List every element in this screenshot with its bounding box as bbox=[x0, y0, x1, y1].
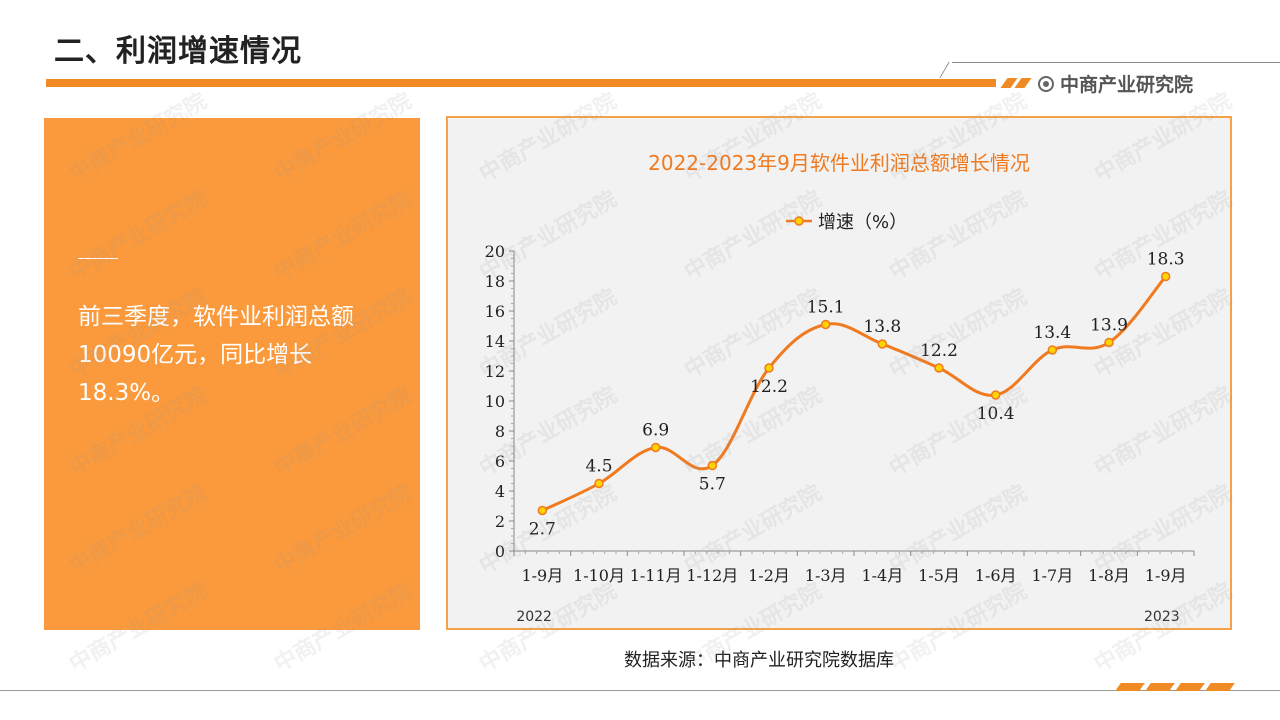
data-label: 13.4 bbox=[1033, 323, 1071, 343]
y-tick-label: 20 bbox=[485, 242, 505, 261]
footer-divider bbox=[0, 690, 1280, 691]
x-tick-label: 1-12月 bbox=[686, 566, 738, 585]
y-tick-label: 8 bbox=[495, 422, 505, 441]
data-point bbox=[1160, 271, 1171, 282]
chart-frame: 2022-2023年9月软件业利润总额增长情况增速（%） 0 2 4 6 8 10 12 14 1… bbox=[446, 116, 1232, 630]
data-label: 10.4 bbox=[977, 404, 1015, 424]
y-tick-label: 16 bbox=[485, 302, 505, 321]
data-point bbox=[820, 319, 831, 330]
year-label-end: 2023 bbox=[1144, 609, 1180, 625]
y-tick-label: 12 bbox=[485, 362, 505, 381]
y-tick-label: 18 bbox=[485, 272, 505, 291]
year-label-start: 2022 bbox=[516, 609, 552, 625]
data-label: 12.2 bbox=[750, 377, 788, 397]
page-title: 二、利润增速情况 bbox=[54, 34, 302, 69]
data-point bbox=[934, 363, 944, 373]
y-tick-label: 14 bbox=[485, 332, 505, 351]
legend-label: 增速（%） bbox=[818, 212, 907, 233]
x-tick-label: 1-9月 bbox=[1145, 566, 1187, 585]
data-label: 5.7 bbox=[699, 475, 726, 495]
x-tick-label: 1-4月 bbox=[861, 566, 903, 585]
data-label: 13.8 bbox=[863, 317, 901, 337]
data-source-note: 数据来源：中商产业研究院数据库 bbox=[624, 650, 894, 671]
data-point bbox=[990, 390, 1001, 400]
x-tick-label: 1-8月 bbox=[1088, 566, 1130, 585]
brand-logo: 中商产业研究院 bbox=[1038, 70, 1193, 97]
legend-marker bbox=[794, 216, 804, 226]
y-tick-label: 0 bbox=[495, 542, 505, 561]
data-label: 18.3 bbox=[1147, 250, 1185, 270]
summary-card: 前三季度，软件业利润总额10090亿元，同比增长18.3%。 bbox=[44, 118, 420, 630]
y-tick-label: 10 bbox=[485, 392, 505, 411]
summary-text: 前三季度，软件业利润总额10090亿元，同比增长18.3%。 bbox=[78, 304, 354, 406]
title-accent-slash bbox=[1014, 78, 1032, 88]
chart-title: 2022-2023年9月软件业利润总额增长情况 bbox=[648, 151, 1030, 175]
y-tick-label: 6 bbox=[495, 452, 505, 471]
summary-divider bbox=[78, 258, 118, 259]
brand-circle-icon bbox=[1038, 75, 1054, 92]
series-line-growth bbox=[541, 275, 1167, 512]
data-point bbox=[594, 478, 604, 489]
data-label: 6.9 bbox=[642, 421, 669, 441]
header-divider-diagonal bbox=[939, 62, 950, 78]
data-point bbox=[1047, 345, 1058, 355]
data-label: 15.1 bbox=[807, 298, 845, 318]
data-point bbox=[764, 363, 774, 373]
x-tick-label: 1-5月 bbox=[918, 566, 960, 585]
x-tick-label: 1-6月 bbox=[975, 566, 1017, 585]
data-label: 2.7 bbox=[529, 520, 556, 540]
x-tick-label: 1-2月 bbox=[748, 566, 790, 585]
title-accent-bar bbox=[46, 79, 996, 87]
data-point bbox=[877, 339, 888, 349]
y-tick-label: 2 bbox=[495, 512, 505, 531]
data-point bbox=[650, 442, 661, 453]
x-tick-label: 1-9月 bbox=[521, 566, 563, 585]
x-tick-label: 1-7月 bbox=[1031, 566, 1073, 585]
x-tick-label: 1-11月 bbox=[630, 566, 682, 585]
header-divider bbox=[952, 62, 1280, 63]
data-point bbox=[1104, 337, 1114, 348]
y-tick-label: 4 bbox=[495, 482, 505, 501]
x-tick-label: 1-10月 bbox=[573, 566, 625, 585]
data-point bbox=[707, 460, 718, 471]
data-label: 4.5 bbox=[585, 457, 612, 477]
brand-name: 中商产业研究院 bbox=[1060, 74, 1194, 96]
data-label: 12.2 bbox=[920, 341, 958, 361]
data-label: 13.9 bbox=[1090, 316, 1128, 336]
x-tick-label: 1-3月 bbox=[805, 566, 847, 585]
data-point bbox=[537, 505, 548, 516]
